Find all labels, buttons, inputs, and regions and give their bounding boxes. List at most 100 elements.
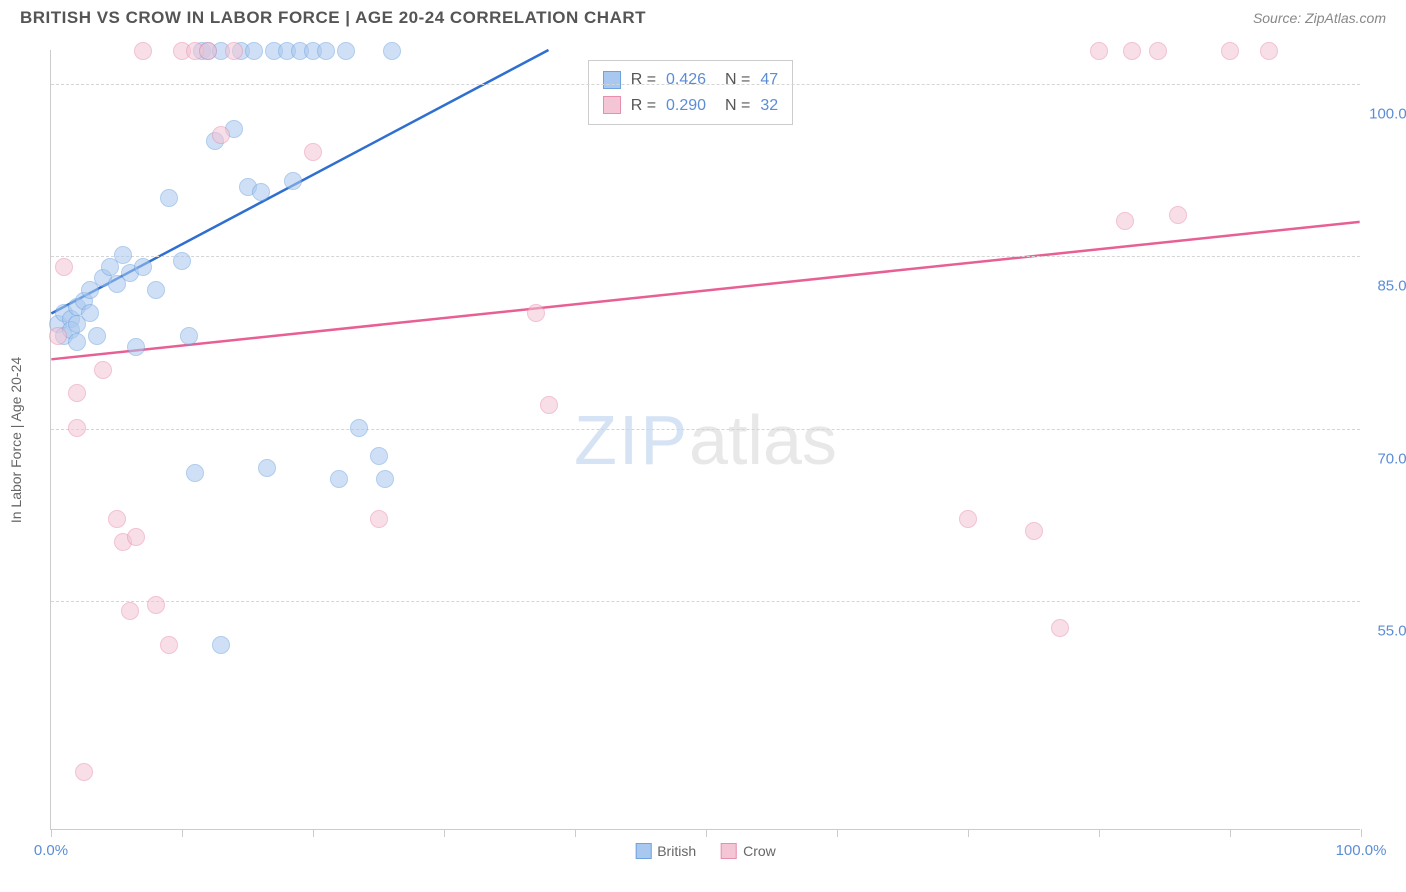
data-point-british bbox=[317, 42, 335, 60]
stats-row-british: R = 0.426 N = 47 bbox=[603, 67, 778, 93]
x-tick bbox=[1099, 829, 1100, 837]
stat-n-label: N = bbox=[716, 67, 750, 93]
data-point-crow bbox=[55, 258, 73, 276]
data-point-crow bbox=[75, 763, 93, 781]
data-point-british bbox=[258, 459, 276, 477]
stat-r-value-british: 0.426 bbox=[666, 67, 706, 93]
x-tick bbox=[1230, 829, 1231, 837]
gridline-h bbox=[51, 429, 1360, 430]
data-point-british bbox=[134, 258, 152, 276]
watermark-zip: ZIP bbox=[574, 401, 689, 479]
data-point-british bbox=[252, 183, 270, 201]
watermark-atlas: atlas bbox=[689, 401, 837, 479]
x-tick bbox=[51, 829, 52, 837]
data-point-british bbox=[81, 304, 99, 322]
chart-title: BRITISH VS CROW IN LABOR FORCE | AGE 20-… bbox=[20, 8, 646, 28]
trend-lines-svg bbox=[51, 50, 1360, 829]
data-point-crow bbox=[160, 636, 178, 654]
gridline-h bbox=[51, 84, 1360, 85]
data-point-crow bbox=[1221, 42, 1239, 60]
data-point-british bbox=[370, 447, 388, 465]
data-point-crow bbox=[212, 126, 230, 144]
data-point-british bbox=[173, 252, 191, 270]
data-point-crow bbox=[304, 143, 322, 161]
data-point-british bbox=[337, 42, 355, 60]
data-point-crow bbox=[527, 304, 545, 322]
legend-item-british: British bbox=[635, 843, 696, 859]
x-tick-label: 100.0% bbox=[1336, 842, 1387, 859]
stat-n-value-british: 47 bbox=[760, 67, 778, 93]
data-point-crow bbox=[68, 419, 86, 437]
y-tick-label: 70.0% bbox=[1365, 450, 1406, 467]
stat-n-value-crow: 32 bbox=[760, 93, 778, 119]
data-point-crow bbox=[1169, 206, 1187, 224]
data-point-british bbox=[245, 42, 263, 60]
legend-swatch-crow bbox=[721, 843, 737, 859]
data-point-crow bbox=[1260, 42, 1278, 60]
stat-r-label: R = bbox=[631, 67, 656, 93]
watermark: ZIPatlas bbox=[574, 400, 837, 480]
data-point-british bbox=[68, 333, 86, 351]
data-point-british bbox=[350, 419, 368, 437]
data-point-crow bbox=[68, 384, 86, 402]
data-point-british bbox=[376, 470, 394, 488]
chart-source: Source: ZipAtlas.com bbox=[1253, 10, 1386, 26]
data-point-crow bbox=[1149, 42, 1167, 60]
x-tick bbox=[1361, 829, 1362, 837]
data-point-british bbox=[180, 327, 198, 345]
x-tick-label: 0.0% bbox=[34, 842, 68, 859]
data-point-crow bbox=[959, 510, 977, 528]
data-point-crow bbox=[121, 602, 139, 620]
data-point-british bbox=[330, 470, 348, 488]
x-tick bbox=[575, 829, 576, 837]
y-tick-label: 55.0% bbox=[1365, 622, 1406, 639]
stat-r-label: R = bbox=[631, 93, 656, 119]
data-point-crow bbox=[1025, 522, 1043, 540]
stats-row-crow: R = 0.290 N = 32 bbox=[603, 93, 778, 119]
data-point-crow bbox=[370, 510, 388, 528]
stats-box: R = 0.426 N = 47R = 0.290 N = 32 bbox=[588, 60, 793, 125]
data-point-crow bbox=[1090, 42, 1108, 60]
data-point-crow bbox=[540, 396, 558, 414]
data-point-crow bbox=[199, 42, 217, 60]
data-point-british bbox=[160, 189, 178, 207]
legend-item-crow: Crow bbox=[721, 843, 776, 859]
y-axis-title: In Labor Force | Age 20-24 bbox=[8, 356, 24, 522]
data-point-crow bbox=[49, 327, 67, 345]
data-point-crow bbox=[1051, 619, 1069, 637]
legend-label-british: British bbox=[657, 843, 696, 859]
x-tick bbox=[444, 829, 445, 837]
x-tick bbox=[706, 829, 707, 837]
legend-swatch-british bbox=[635, 843, 651, 859]
data-point-british bbox=[127, 338, 145, 356]
x-tick bbox=[182, 829, 183, 837]
data-point-crow bbox=[108, 510, 126, 528]
legend-label-crow: Crow bbox=[743, 843, 776, 859]
gridline-h bbox=[51, 256, 1360, 257]
stat-n-label: N = bbox=[716, 93, 750, 119]
data-point-crow bbox=[134, 42, 152, 60]
data-point-crow bbox=[127, 528, 145, 546]
data-point-british bbox=[147, 281, 165, 299]
data-point-crow bbox=[94, 361, 112, 379]
data-point-british bbox=[114, 246, 132, 264]
stats-swatch-crow bbox=[603, 96, 621, 114]
data-point-british bbox=[212, 636, 230, 654]
scatter-chart: In Labor Force | Age 20-24 ZIPatlas R = … bbox=[50, 50, 1360, 830]
data-point-british bbox=[186, 464, 204, 482]
x-tick bbox=[968, 829, 969, 837]
data-point-british bbox=[383, 42, 401, 60]
chart-header: BRITISH VS CROW IN LABOR FORCE | AGE 20-… bbox=[0, 0, 1406, 32]
y-tick-label: 85.0% bbox=[1365, 278, 1406, 295]
x-tick bbox=[313, 829, 314, 837]
stat-r-value-crow: 0.290 bbox=[666, 93, 706, 119]
data-point-british bbox=[88, 327, 106, 345]
gridline-h bbox=[51, 601, 1360, 602]
data-point-british bbox=[284, 172, 302, 190]
y-tick-label: 100.0% bbox=[1365, 106, 1406, 123]
data-point-crow bbox=[225, 42, 243, 60]
legend-bottom: British Crow bbox=[635, 843, 776, 859]
data-point-crow bbox=[147, 596, 165, 614]
trend-line-crow bbox=[51, 222, 1359, 359]
data-point-crow bbox=[1116, 212, 1134, 230]
